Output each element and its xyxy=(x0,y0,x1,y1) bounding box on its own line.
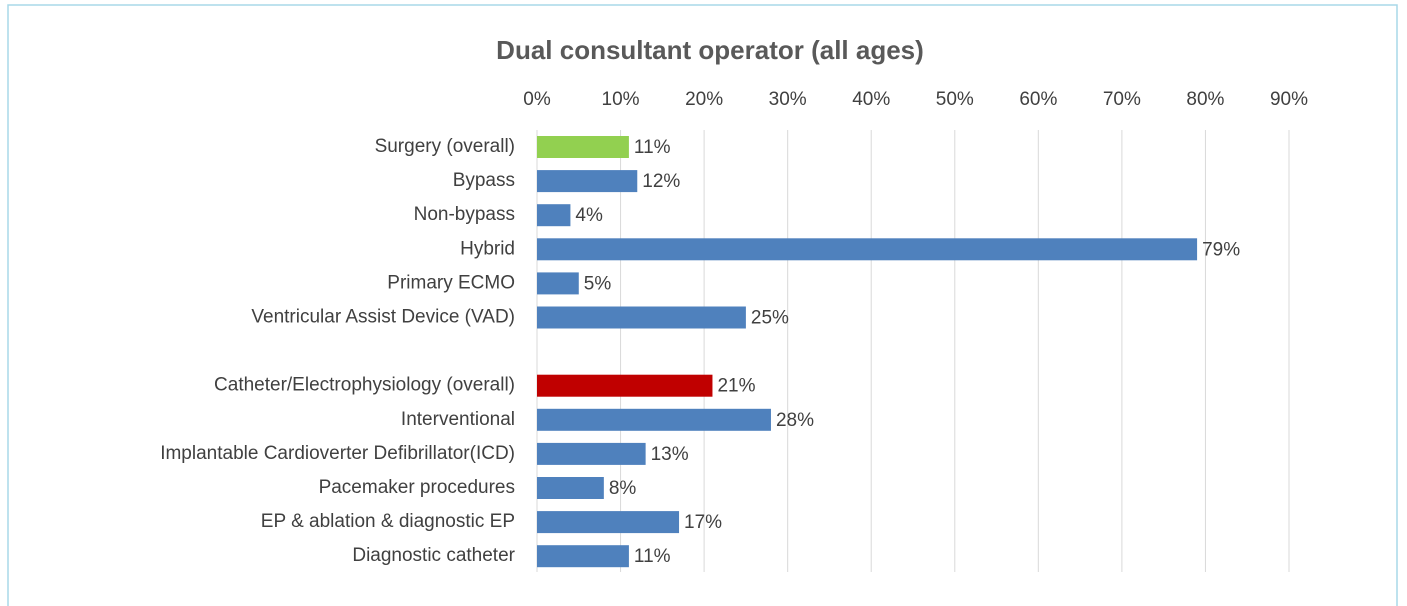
x-tick-label: 20% xyxy=(685,89,723,110)
data-label: 11% xyxy=(634,546,671,567)
y-tick-label: Catheter/Electrophysiology (overall) xyxy=(214,375,515,396)
bar xyxy=(537,511,680,534)
data-label: 21% xyxy=(717,376,755,397)
frame xyxy=(7,4,1398,606)
bar xyxy=(537,408,771,431)
y-tick-label: Interventional xyxy=(401,409,515,430)
x-tick-label: 70% xyxy=(1103,89,1141,110)
bar xyxy=(537,306,746,329)
x-tick-label: 10% xyxy=(602,89,640,110)
y-tick-label: Bypass xyxy=(453,170,515,191)
y-tick-label: Surgery (overall) xyxy=(375,136,515,157)
x-tick-label: 30% xyxy=(769,89,807,110)
y-tick-label: Diagnostic catheter xyxy=(352,545,515,566)
data-label: 17% xyxy=(684,512,722,533)
bar xyxy=(537,204,571,227)
data-label: 8% xyxy=(609,478,637,499)
bar xyxy=(537,238,1198,261)
x-tick-label: 90% xyxy=(1270,89,1308,110)
y-tick-label: EP & ablation & diagnostic EP xyxy=(261,511,515,532)
data-label: 4% xyxy=(575,205,603,226)
y-tick-label: Pacemaker procedures xyxy=(319,477,515,498)
bar xyxy=(537,374,713,397)
x-tick-label: 40% xyxy=(852,89,890,110)
data-label: 25% xyxy=(751,308,789,329)
x-tick-label: 60% xyxy=(1019,89,1057,110)
y-tick-label: Hybrid xyxy=(460,238,515,259)
x-tick-label: 80% xyxy=(1186,89,1224,110)
bar xyxy=(537,170,638,193)
data-label: 13% xyxy=(651,444,689,465)
x-tick-label: 0% xyxy=(523,89,551,110)
bar xyxy=(537,442,646,465)
y-tick-label: Primary ECMO xyxy=(387,272,515,293)
data-label: 79% xyxy=(1202,239,1240,260)
bar xyxy=(537,136,629,158)
chart-title: Dual consultant operator (all ages) xyxy=(496,35,924,65)
bar xyxy=(537,477,604,499)
data-label: 28% xyxy=(776,410,814,431)
bar xyxy=(537,545,629,568)
data-label: 5% xyxy=(584,273,612,294)
bar xyxy=(537,272,579,295)
x-tick-label: 50% xyxy=(936,89,974,110)
data-label: 12% xyxy=(642,171,680,192)
y-tick-label: Non-bypass xyxy=(414,204,515,225)
data-label: 11% xyxy=(634,137,671,158)
y-tick-label: Ventricular Assist Device (VAD) xyxy=(251,307,515,328)
y-tick-label: Implantable Cardioverter Defibrillator(I… xyxy=(160,443,515,464)
